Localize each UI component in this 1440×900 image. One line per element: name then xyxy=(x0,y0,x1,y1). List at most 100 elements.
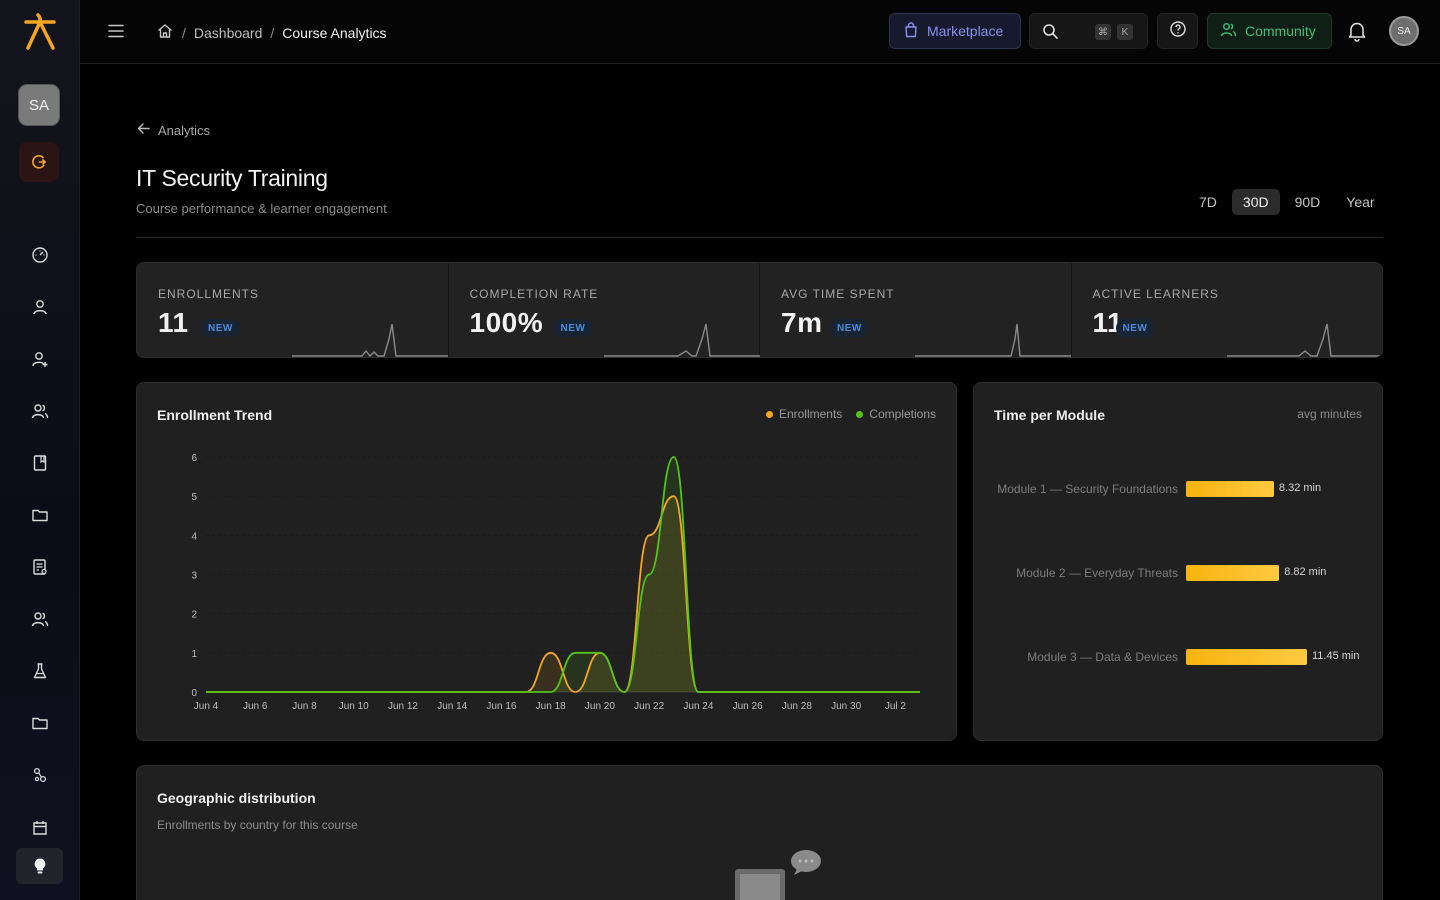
marketplace-button[interactable]: Marketplace xyxy=(889,13,1021,49)
y-tick-label: 3 xyxy=(191,571,197,582)
lightbulb-icon[interactable] xyxy=(16,848,63,884)
legend-label: Enrollments xyxy=(778,407,843,421)
home-icon[interactable] xyxy=(156,22,174,43)
x-tick-label: Jun 18 xyxy=(536,701,566,712)
report-icon[interactable] xyxy=(28,555,52,579)
kpi-sparkline xyxy=(292,323,448,357)
geo-distribution-card: Geographic distribution Enrollments by c… xyxy=(136,765,1383,900)
module-label: Module 3 — Data & Devices xyxy=(1027,650,1178,664)
help-button[interactable] xyxy=(1157,13,1198,49)
x-tick-label: Jun 12 xyxy=(388,701,418,712)
header-divider xyxy=(136,237,1383,238)
sidebar: SA xyxy=(0,0,80,900)
user-icon[interactable] xyxy=(28,295,52,319)
breadcrumb-separator: / xyxy=(270,24,275,41)
module-bar[interactable] xyxy=(1186,649,1307,665)
module-bar[interactable] xyxy=(1186,565,1280,581)
empty-state-illustration-icon xyxy=(735,850,821,900)
legend-dot xyxy=(856,411,864,418)
page-subtitle: Course performance & learner engagement xyxy=(136,201,387,216)
user-add-icon[interactable] xyxy=(28,347,52,371)
date-range-selector: 7D 30D 90D Year xyxy=(1188,189,1386,215)
x-tick-label: Jun 8 xyxy=(292,701,317,712)
folder-icon[interactable] xyxy=(28,503,52,527)
enrollment-trend-card: Enrollment Trend Enrollments Completions… xyxy=(136,382,957,741)
kpi-sparkline xyxy=(915,323,1071,357)
calendar-icon[interactable] xyxy=(28,815,52,839)
x-tick-label: Jun 30 xyxy=(831,701,861,712)
arrow-left-icon xyxy=(136,121,151,139)
community-label: Community xyxy=(1245,23,1316,39)
kpi-badge: NEW xyxy=(1115,319,1155,337)
kpi-badge: NEW xyxy=(553,319,593,337)
range-option-90d[interactable]: 90D xyxy=(1294,194,1321,210)
users-icon[interactable] xyxy=(28,399,52,423)
user-avatar[interactable]: SA xyxy=(1389,16,1419,46)
x-tick-label: Jun 14 xyxy=(437,701,467,712)
community-users-icon xyxy=(1220,21,1237,41)
y-tick-label: 0 xyxy=(191,688,197,699)
kpi-enrollments: ENROLLMENTS 11 NEW xyxy=(137,263,449,357)
kpi-label: ACTIVE LEARNERS xyxy=(1092,287,1219,301)
back-link[interactable]: Analytics xyxy=(136,121,210,139)
kpi-label: ENROLLMENTS xyxy=(158,287,260,301)
help-circle-icon xyxy=(1169,20,1187,43)
breadcrumb-current: Course Analytics xyxy=(282,24,387,41)
x-tick-label: Jun 16 xyxy=(486,701,516,712)
module-bar[interactable] xyxy=(1186,481,1274,497)
x-tick-label: Jun 28 xyxy=(782,701,812,712)
kpi-active-learners: ACTIVE LEARNERS 11 NEW xyxy=(1071,263,1382,357)
legend-enrollments[interactable]: Enrollments xyxy=(765,407,843,421)
range-option-year[interactable]: Year xyxy=(1346,194,1375,210)
folder-icon[interactable] xyxy=(28,711,52,735)
x-tick-label: Jun 10 xyxy=(339,701,369,712)
x-tick-label: Jun 24 xyxy=(683,701,713,712)
legend-completions[interactable]: Completions xyxy=(856,407,936,421)
connections-icon[interactable] xyxy=(28,763,52,787)
time-per-module-card: Time per Module avg minutes Module 1 — S… xyxy=(973,382,1383,741)
book-icon[interactable] xyxy=(28,451,52,475)
notifications-bell-icon[interactable] xyxy=(1347,20,1367,47)
breadcrumb-dashboard[interactable]: Dashboard xyxy=(193,24,263,41)
legend-label: Completions xyxy=(869,407,936,421)
kpi-strip: ENROLLMENTS 11 NEW COMPLETION RATE 100% … xyxy=(136,262,1383,358)
shortcut-cmd-key: ⌘ xyxy=(1095,24,1111,40)
kpi-label: AVG TIME SPENT xyxy=(781,287,895,301)
kpi-completion-rate: COMPLETION RATE 100% NEW xyxy=(448,263,760,357)
breadcrumb: / Dashboard / Course Analytics xyxy=(156,22,387,43)
range-option-7d[interactable]: 7D xyxy=(1199,194,1217,210)
community-button[interactable]: Community xyxy=(1207,13,1332,49)
kpi-badge: NEW xyxy=(830,319,869,337)
x-tick-label: Jun 26 xyxy=(733,701,763,712)
series-enrollments-line xyxy=(206,495,920,693)
kpi-sparkline xyxy=(603,323,760,357)
range-option-30d[interactable]: 30D xyxy=(1231,189,1280,215)
kpi-avg-time: AVG TIME SPENT 7m NEW xyxy=(760,263,1072,357)
module-value-label: 11.45 min xyxy=(1312,650,1360,662)
module-label: Module 2 — Everyday Threats xyxy=(1016,566,1178,580)
kpi-sparkline xyxy=(1226,323,1382,357)
card-title: Enrollment Trend xyxy=(157,407,273,423)
brand-logo[interactable] xyxy=(22,12,58,52)
module-label: Module 1 — Security Foundations xyxy=(997,482,1178,496)
switch-org-icon[interactable] xyxy=(19,142,59,182)
shortcut-k-key: K xyxy=(1117,24,1133,40)
workspace-avatar[interactable]: SA xyxy=(19,85,59,125)
card-title: Time per Module xyxy=(994,407,1105,423)
x-tick-label: Jun 22 xyxy=(634,701,664,712)
dashboard-icon[interactable] xyxy=(28,243,52,267)
series-enrollments-area xyxy=(206,496,920,692)
lab-flask-icon[interactable] xyxy=(28,659,52,683)
series-completions-line xyxy=(206,456,920,693)
team-icon[interactable] xyxy=(28,607,52,631)
search-button[interactable]: ⌘ K xyxy=(1029,13,1148,49)
enrollment-trend-chart: 0 1 2 3 4 5 6 Jun 4 Jun 6 Jun 8 Jun 10 Jun 12 Jun 14… xyxy=(191,453,920,712)
y-tick-label: 4 xyxy=(191,531,197,542)
menu-toggle-icon[interactable] xyxy=(106,20,128,42)
kpi-label: COMPLETION RATE xyxy=(469,287,599,301)
card-title: Geographic distribution xyxy=(157,790,316,806)
x-tick-label: Jul 2 xyxy=(885,701,907,712)
x-tick-label: Jun 4 xyxy=(194,701,219,712)
module-value-label: 8.32 min xyxy=(1278,482,1322,494)
kpi-value: 7m xyxy=(781,307,823,338)
